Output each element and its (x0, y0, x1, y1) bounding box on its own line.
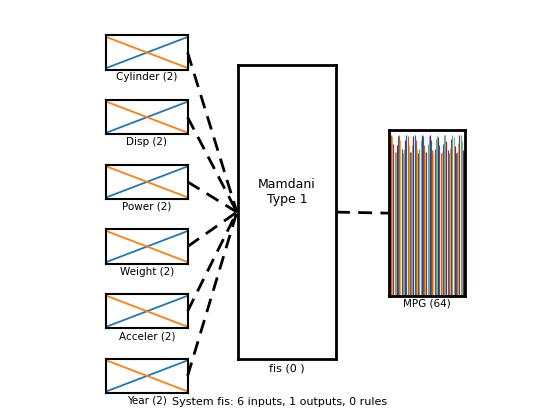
Text: Mamdani
Type 1: Mamdani Type 1 (258, 178, 316, 205)
X-axis label: fis (0 ): fis (0 ) (269, 363, 305, 373)
X-axis label: Disp (2): Disp (2) (127, 137, 167, 147)
Text: System fis: 6 inputs, 1 outputs, 0 rules: System fis: 6 inputs, 1 outputs, 0 rules (172, 397, 388, 407)
X-axis label: Year (2): Year (2) (127, 396, 167, 406)
X-axis label: Power (2): Power (2) (122, 202, 172, 212)
X-axis label: MPG (64): MPG (64) (403, 299, 451, 309)
X-axis label: Cylinder (2): Cylinder (2) (116, 73, 178, 82)
X-axis label: Weight (2): Weight (2) (120, 267, 174, 276)
X-axis label: Acceler (2): Acceler (2) (119, 331, 175, 341)
